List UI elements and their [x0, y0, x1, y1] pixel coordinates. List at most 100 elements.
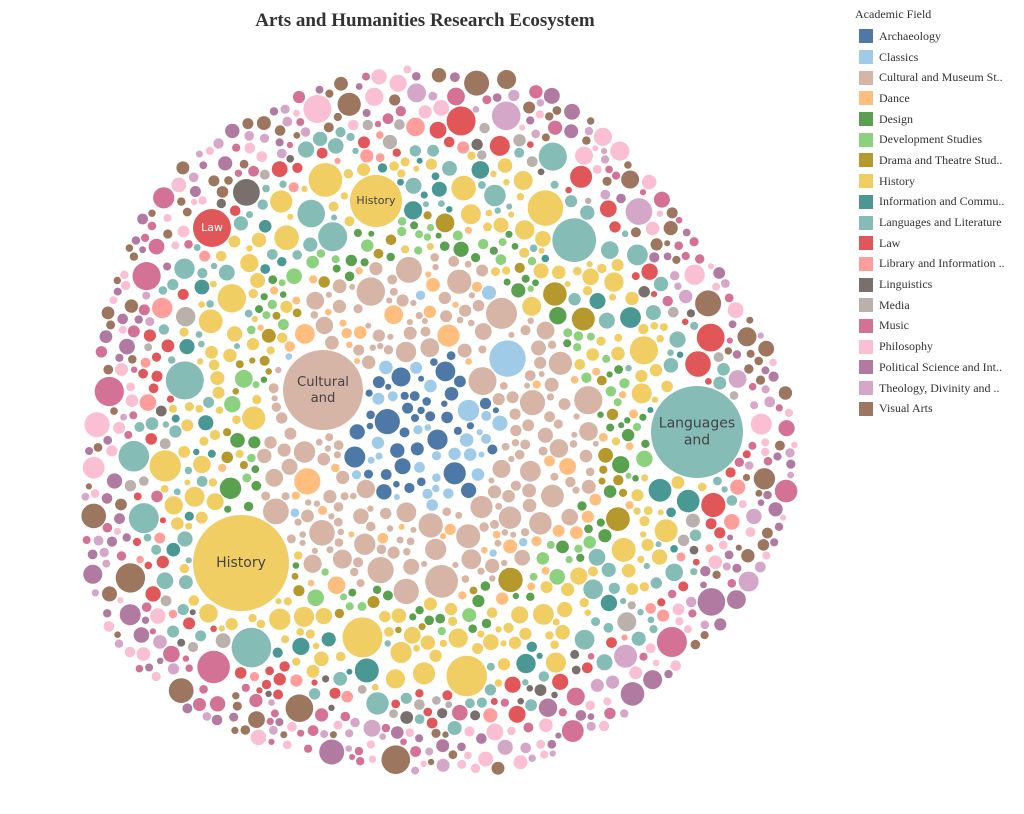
- bubble-law[interactable]: [316, 147, 328, 159]
- bubble-history[interactable]: [235, 449, 244, 458]
- bubble-philosophy[interactable]: [745, 527, 756, 538]
- bubble-library-and-information[interactable]: [645, 603, 656, 614]
- bubble-languages-and-literature[interactable]: [647, 616, 655, 624]
- bubble-political-science-and-int[interactable]: [355, 83, 363, 90]
- bubble-cultural-and-museum-st[interactable]: [494, 539, 502, 547]
- bubble-law[interactable]: [151, 352, 162, 362]
- bubble-languages-and-literature[interactable]: [118, 440, 150, 472]
- bubble-law[interactable]: [725, 467, 736, 478]
- bubble-history[interactable]: [185, 522, 193, 530]
- bubble-cultural-and-museum-st[interactable]: [281, 458, 298, 475]
- bubble-design[interactable]: [353, 229, 362, 237]
- bubble-media[interactable]: [585, 197, 592, 205]
- bubble-history[interactable]: [184, 479, 191, 486]
- bubble-languages-and-literature[interactable]: [726, 495, 738, 506]
- bubble-visual-arts[interactable]: [106, 320, 116, 330]
- bubble-visual-arts[interactable]: [448, 750, 458, 760]
- bubble-theology-divinity-and[interactable]: [276, 148, 287, 159]
- bubble-linguistics[interactable]: [470, 710, 481, 721]
- bubble-development-studies[interactable]: [495, 254, 507, 265]
- bubble-development-studies[interactable]: [306, 255, 319, 269]
- bubble-philosophy[interactable]: [366, 740, 375, 749]
- bubble-history[interactable]: [248, 288, 258, 299]
- bubble-archaeology[interactable]: [374, 409, 400, 435]
- bubble-philosophy[interactable]: [610, 141, 630, 161]
- bubble-cultural-and-museum-st[interactable]: [461, 549, 482, 570]
- bubble-history[interactable]: [205, 345, 218, 359]
- bubble-languages-and-literature[interactable]: [568, 293, 581, 306]
- bubble-drama-and-theatre-stud[interactable]: [259, 355, 270, 366]
- bubble-philosophy[interactable]: [592, 145, 599, 152]
- bubble-archaeology[interactable]: [366, 422, 374, 430]
- bubble-music[interactable]: [349, 754, 356, 760]
- legend-item-linguistics[interactable]: Linguistics: [855, 274, 1020, 295]
- bubble-drama-and-theatre-stud[interactable]: [223, 428, 232, 437]
- bubble-philosophy[interactable]: [371, 69, 387, 85]
- bubble-theology-divinity-and[interactable]: [428, 91, 438, 101]
- bubble-cultural-and-museum-st[interactable]: [281, 492, 290, 501]
- bubble-theology-divinity-and[interactable]: [508, 89, 520, 102]
- bubble-cultural-and-museum-st[interactable]: [380, 507, 392, 520]
- bubble-political-science-and-int[interactable]: [714, 618, 727, 631]
- bubble-cultural-and-museum-st[interactable]: [332, 299, 346, 313]
- bubble-library-and-information[interactable]: [483, 708, 498, 723]
- bubble-theology-divinity-and[interactable]: [744, 461, 754, 470]
- bubble-theology-divinity-and[interactable]: [491, 101, 521, 131]
- bubble-philosophy[interactable]: [652, 659, 660, 667]
- bubble-philosophy[interactable]: [603, 697, 612, 706]
- bubble-drama-and-theatre-stud[interactable]: [221, 451, 233, 464]
- bubble-theology-divinity-and[interactable]: [721, 279, 730, 288]
- bubble-philosophy[interactable]: [513, 755, 528, 770]
- bubble-history[interactable]: [252, 395, 262, 405]
- bubble-philosophy[interactable]: [113, 527, 121, 536]
- bubble-law[interactable]: [570, 165, 593, 188]
- bubble-philosophy[interactable]: [103, 621, 115, 632]
- bubble-dance[interactable]: [425, 271, 432, 278]
- legend-item-drama-and-theatre-stud[interactable]: Drama and Theatre Stud..: [855, 150, 1020, 171]
- bubble-philosophy[interactable]: [106, 445, 118, 457]
- bubble-cultural-and-museum-st[interactable]: [403, 558, 420, 575]
- bubble-library-and-information[interactable]: [341, 690, 354, 703]
- bubble-visual-arts[interactable]: [630, 227, 641, 238]
- bubble-history[interactable]: [574, 359, 586, 370]
- bubble-cultural-and-museum-st[interactable]: [438, 291, 451, 305]
- bubble-political-science-and-int[interactable]: [757, 499, 765, 507]
- bubble-information-and-commu[interactable]: [431, 181, 447, 197]
- bubble-cultural-and-museum-st[interactable]: [508, 331, 515, 338]
- bubble-philosophy[interactable]: [303, 95, 332, 123]
- bubble-cultural-and-museum-st[interactable]: [511, 439, 520, 447]
- bubble-development-studies[interactable]: [565, 556, 573, 564]
- bubble-philosophy[interactable]: [136, 647, 151, 661]
- bubble-philosophy[interactable]: [256, 151, 268, 163]
- bubble-cultural-and-museum-st[interactable]: [268, 383, 279, 394]
- bubble-cultural-and-museum-st[interactable]: [356, 479, 376, 499]
- bubble-music[interactable]: [292, 90, 306, 104]
- bubble-law[interactable]: [705, 518, 717, 530]
- bubble-languages-and-literature[interactable]: [409, 145, 421, 157]
- bubble-history[interactable]: [250, 273, 266, 288]
- bubble-political-science-and-int[interactable]: [457, 742, 466, 752]
- bubble-cultural-and-museum-st[interactable]: [325, 433, 334, 442]
- bubble-history[interactable]: [444, 602, 458, 616]
- bubble-design[interactable]: [471, 253, 481, 263]
- bubble-visual-arts[interactable]: [114, 631, 121, 638]
- bubble-classics[interactable]: [414, 462, 425, 473]
- bubble-languages-and-literature[interactable]: [195, 630, 207, 642]
- bubble-linguistics[interactable]: [265, 690, 272, 697]
- bubble-classics[interactable]: [478, 451, 485, 458]
- bubble-cultural-and-museum-st[interactable]: [425, 565, 458, 598]
- bubble-development-studies[interactable]: [636, 450, 653, 467]
- bubble-languages-and-literature[interactable]: [297, 199, 326, 228]
- bubble-theology-divinity-and[interactable]: [614, 644, 638, 668]
- bubble-development-studies[interactable]: [397, 226, 407, 237]
- bubble-design[interactable]: [292, 562, 300, 569]
- bubble-theology-divinity-and[interactable]: [531, 129, 540, 139]
- bubble-design[interactable]: [606, 423, 615, 432]
- bubble-law[interactable]: [145, 433, 157, 445]
- bubble-history[interactable]: [638, 323, 649, 335]
- bubble-law[interactable]: [446, 106, 476, 136]
- bubble-law[interactable]: [443, 136, 455, 148]
- bubble-philosophy[interactable]: [287, 721, 297, 732]
- bubble-cultural-and-museum-st[interactable]: [478, 345, 487, 354]
- bubble-music[interactable]: [249, 693, 263, 708]
